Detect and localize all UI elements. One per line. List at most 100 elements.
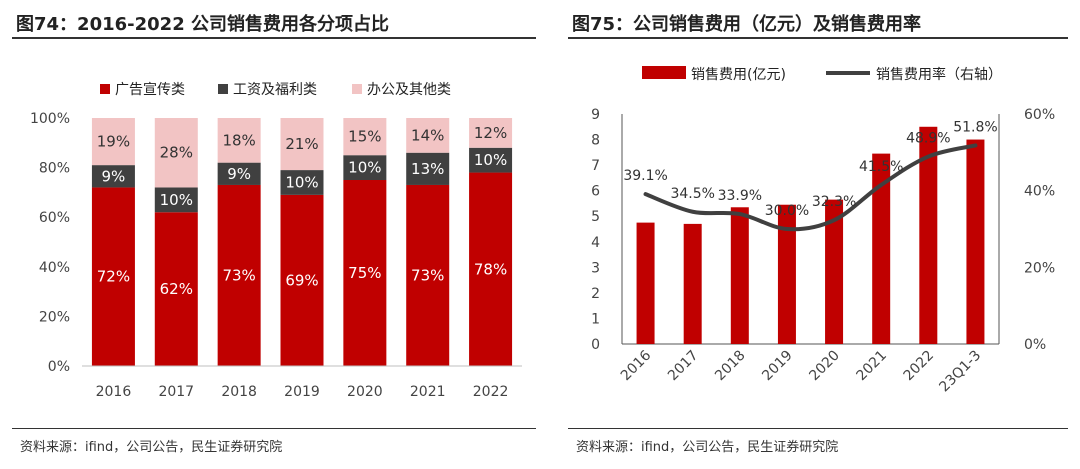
bar-segment	[343, 180, 387, 366]
data-label: 62%	[160, 280, 193, 298]
legend-label: 销售费用率（右轴）	[876, 66, 1002, 83]
line-data-label: 39.1%	[623, 168, 667, 184]
data-label: 73%	[411, 266, 444, 284]
x-tick-label: 2019	[284, 384, 320, 400]
y-left-tick-label: 5	[591, 209, 600, 225]
bar-segment	[217, 162, 261, 185]
bar-segment	[217, 184, 261, 366]
data-label: 75%	[348, 264, 381, 282]
bar-segment	[154, 212, 198, 366]
x-tick-label: 2020	[347, 384, 383, 400]
title-rule	[568, 37, 1068, 39]
figure-75-panel: 图75：公司销售费用（亿元）及销售费用率 销售费用(亿元) 销售费用率（右轴） 0 1…	[556, 0, 1080, 469]
legend-swatch	[218, 84, 228, 94]
data-label: 21%	[285, 135, 318, 153]
y-tick-label: 40%	[39, 260, 70, 276]
legend-swatch-bar	[642, 66, 686, 79]
x-tick-label: 2018	[221, 384, 257, 400]
bar-segment	[91, 165, 135, 188]
data-label: 13%	[411, 160, 444, 178]
y-tick-label: 100%	[30, 111, 70, 127]
y-left-tick-label: 6	[591, 184, 600, 200]
y-left-tick-label: 3	[591, 260, 600, 276]
data-label: 10%	[474, 151, 507, 169]
legend-label: 办公及其他类	[367, 82, 451, 98]
bar	[683, 223, 702, 344]
y-right-tick-label: 20%	[1024, 260, 1055, 276]
bar-segment	[91, 187, 135, 366]
bar	[636, 222, 655, 344]
bar	[919, 126, 938, 345]
legend-swatch	[352, 84, 362, 94]
legend-label: 工资及福利类	[233, 82, 317, 98]
bar	[966, 139, 985, 344]
y-right-tick-label: 0%	[1024, 337, 1046, 353]
data-label: 73%	[222, 266, 255, 284]
legend-label: 销售费用(亿元)	[691, 67, 786, 83]
data-label: 18%	[222, 131, 255, 149]
data-label: 9%	[102, 167, 126, 185]
bar-segment	[469, 147, 513, 173]
line-data-label: 30.0%	[765, 203, 809, 219]
line-data-label: 33.9%	[718, 188, 762, 204]
bar	[730, 207, 749, 344]
stacked-bar-chart: 广告宣传类 工资及福利类 办公及其他类 0% 20% 40% 60% 80% 100% 72% 9%…	[30, 82, 522, 400]
y-left-tick-label: 7	[591, 158, 600, 174]
bar-line-combo-chart: 销售费用(亿元) 销售费用率（右轴） 0 1 2 3 4 5 6 7 8 9 0% 20% 40% 60% 39…	[591, 66, 1055, 396]
y-left-tick-label: 1	[591, 311, 600, 327]
x-tick-label: 2021	[854, 348, 891, 385]
line-data-label: 34.5%	[670, 186, 714, 202]
bar-segment	[91, 118, 135, 166]
bar-segment	[469, 118, 513, 148]
line-data-label: 41.5%	[859, 159, 903, 175]
bar	[825, 199, 844, 344]
bar-segment	[217, 118, 261, 163]
bar-segment	[406, 118, 450, 153]
legend-label: 广告宣传类	[115, 82, 185, 98]
bar-segment	[469, 172, 513, 366]
x-tick-label: 2016	[618, 347, 655, 384]
y-left-tick-label: 0	[591, 337, 600, 353]
figure-74-panel: 图74：2016-2022 公司销售费用各分项占比 广告宣传类 工资及福利类 办公及…	[12, 14, 536, 455]
data-label: 72%	[97, 268, 130, 286]
source-note-left: 资料来源：ifind，公司公告，民生证券研究院	[20, 440, 283, 455]
y-tick-label: 20%	[39, 309, 70, 325]
data-label: 14%	[411, 126, 444, 144]
figure-75-title: 图75：公司销售费用（亿元）及销售费用率	[572, 14, 922, 35]
bar-segment	[406, 184, 450, 366]
x-tick-label: 2022	[473, 384, 509, 400]
data-label: 69%	[285, 271, 318, 289]
data-label: 19%	[97, 133, 130, 151]
x-tick-label: 23Q1-3	[936, 348, 984, 396]
y-right-tick-label: 60%	[1024, 107, 1055, 123]
figure-74-title: 图74：2016-2022 公司销售费用各分项占比	[16, 14, 389, 35]
data-label: 10%	[348, 159, 381, 177]
data-label: 9%	[227, 165, 251, 183]
y-tick-label: 0%	[48, 359, 70, 375]
data-label: 10%	[160, 191, 193, 209]
bottom-rule	[568, 428, 1068, 429]
y-left-tick-label: 4	[591, 235, 600, 251]
x-tick-label: 2017	[665, 348, 702, 385]
line-data-label: 32.3%	[812, 194, 856, 210]
data-label: 28%	[160, 144, 193, 162]
y-right-tick-label: 40%	[1024, 184, 1055, 200]
bar-segment	[154, 187, 198, 213]
x-tick-label: 2020	[806, 348, 843, 385]
x-tick-label: 2022	[901, 348, 938, 385]
data-label: 12%	[474, 124, 507, 142]
title-rule	[12, 37, 536, 39]
x-tick-label: 2019	[759, 348, 796, 385]
x-tick-label: 2018	[712, 348, 749, 385]
bar-segment	[280, 194, 324, 366]
legend-swatch	[100, 84, 110, 94]
y-left-tick-label: 8	[591, 133, 600, 149]
x-tick-label: 2016	[96, 384, 132, 400]
line-data-label: 51.8%	[953, 119, 997, 135]
bottom-rule	[12, 428, 536, 429]
line-data-label: 48.9%	[906, 131, 950, 147]
bar-segment	[280, 170, 324, 195]
bar-segment	[406, 152, 450, 185]
data-label: 15%	[348, 128, 381, 146]
x-tick-label: 2017	[158, 384, 194, 400]
